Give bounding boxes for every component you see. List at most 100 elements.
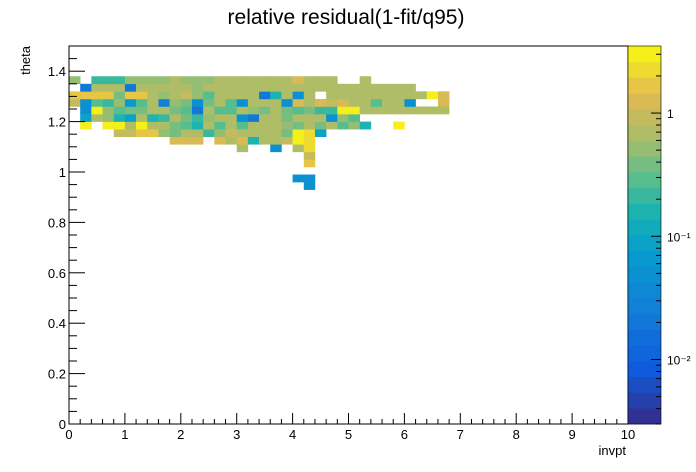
heatmap-cell bbox=[169, 76, 182, 85]
x-axis: 0 1 2 3 4 5 6 7 8 9 10 bbox=[65, 413, 635, 442]
heatmap-cell bbox=[203, 98, 215, 107]
heatmap-cell bbox=[314, 106, 327, 115]
colorbar-band bbox=[628, 282, 661, 299]
heatmap-cell bbox=[91, 83, 103, 92]
heatmap-cell bbox=[437, 106, 450, 115]
heatmap-cell bbox=[203, 76, 215, 85]
heatmap-cell bbox=[292, 98, 305, 107]
heatmap-cell bbox=[404, 91, 416, 100]
heatmap-cell bbox=[124, 114, 137, 122]
heatmap-cell bbox=[270, 76, 282, 85]
heatmap-cell bbox=[124, 106, 137, 115]
colorbar-band bbox=[628, 77, 661, 94]
heatmap-cell bbox=[102, 121, 115, 130]
heatmap-cell bbox=[437, 98, 450, 107]
heatmap-cell bbox=[236, 98, 249, 107]
heatmap-cell bbox=[236, 114, 249, 122]
heatmap-cell bbox=[281, 114, 293, 122]
heatmap-cell bbox=[113, 129, 126, 138]
y-tick-label: 0.2 bbox=[48, 367, 66, 382]
heatmap-cell bbox=[191, 83, 204, 92]
heatmap-cell bbox=[113, 98, 126, 107]
heatmap-cell bbox=[303, 136, 316, 145]
heatmap-cell bbox=[203, 106, 215, 115]
x-tick-label: 5 bbox=[345, 427, 352, 442]
heatmap-cell bbox=[359, 91, 372, 100]
heatmap-cell bbox=[169, 98, 182, 107]
heatmap-cell bbox=[326, 91, 338, 100]
heatmap-cell bbox=[348, 91, 360, 100]
heatmap-cell bbox=[292, 114, 305, 122]
x-axis-label: invpt bbox=[599, 443, 627, 458]
heatmap-cell bbox=[247, 76, 260, 85]
heatmap-cell bbox=[124, 129, 137, 138]
heatmap-cell bbox=[247, 83, 260, 92]
heatmap-cell bbox=[225, 98, 237, 107]
heatmap-cell bbox=[382, 98, 394, 107]
heatmap-cell bbox=[80, 106, 92, 115]
heatmap-cell bbox=[314, 76, 327, 85]
y-tick-label: 0.8 bbox=[48, 215, 66, 230]
heatmap-cell bbox=[136, 114, 148, 122]
heatmap-cell bbox=[203, 91, 215, 100]
heatmap-cell bbox=[348, 98, 360, 107]
heatmap-cell bbox=[80, 98, 92, 107]
colorbar-band bbox=[628, 329, 661, 346]
heatmap-cell bbox=[191, 129, 204, 138]
heatmap-cell bbox=[147, 114, 159, 122]
heatmap-cell bbox=[270, 121, 282, 130]
heatmap-cell bbox=[281, 91, 293, 100]
heatmap-cell bbox=[124, 98, 137, 107]
y-axis: 0 0.2 0.4 0.6 0.8 1 1.2 1.4 bbox=[48, 58, 85, 432]
heatmap-cell bbox=[415, 106, 428, 115]
heatmap-cell bbox=[169, 121, 182, 130]
heatmap-cell bbox=[236, 76, 249, 85]
heatmap-cell bbox=[236, 136, 249, 145]
heatmap-cell bbox=[326, 83, 338, 92]
heatmap-cell bbox=[191, 91, 204, 100]
heatmap-cell bbox=[124, 91, 137, 100]
heatmap-cell bbox=[259, 121, 271, 130]
heatmap-cell bbox=[337, 83, 349, 92]
heatmap-cell bbox=[80, 121, 92, 130]
colorbar-band bbox=[628, 61, 661, 78]
heatmap-cell bbox=[225, 121, 237, 130]
heatmap-cell bbox=[281, 106, 293, 115]
heatmap-cell bbox=[303, 98, 316, 107]
heatmap-cell bbox=[214, 83, 226, 92]
heatmap-cell bbox=[247, 114, 260, 122]
heatmap-cell bbox=[214, 98, 226, 107]
heatmap-cell bbox=[314, 98, 327, 107]
colorbar-tick-label: 10⁻² bbox=[667, 354, 691, 368]
heatmap-cell bbox=[158, 98, 170, 107]
colorbar: 10⁻² 10⁻¹ 1 bbox=[627, 45, 691, 425]
heatmap-cell bbox=[259, 83, 271, 92]
heatmap-cell bbox=[281, 76, 293, 85]
x-tick-label: 1 bbox=[121, 427, 128, 442]
colorbar-tick-label: 10⁻¹ bbox=[667, 230, 691, 244]
heatmap-cell bbox=[180, 76, 193, 85]
colorbar-band bbox=[628, 408, 661, 425]
heatmap-cell bbox=[426, 91, 439, 100]
heatmap-cell bbox=[303, 83, 316, 92]
heatmap-cell bbox=[80, 83, 92, 92]
heatmap-cell bbox=[247, 106, 260, 115]
heatmap-cell bbox=[437, 91, 450, 100]
heatmap-cell bbox=[337, 121, 349, 130]
colorbar-band bbox=[628, 219, 661, 236]
heatmap-cell bbox=[147, 129, 159, 138]
colorbar-band bbox=[628, 345, 661, 362]
heatmap-cell bbox=[292, 91, 305, 100]
heatmap-cell bbox=[124, 76, 137, 85]
heatmap-cell bbox=[236, 91, 249, 100]
heatmap-cell bbox=[314, 129, 327, 138]
heatmap-cell bbox=[80, 91, 92, 100]
colorbar-band bbox=[628, 235, 661, 252]
heatmap-cell bbox=[314, 83, 327, 92]
heatmap-cell bbox=[259, 91, 271, 100]
y-tick-label: 1 bbox=[59, 165, 66, 180]
heatmap-cell bbox=[337, 106, 349, 115]
heatmap-cells bbox=[69, 76, 450, 190]
heatmap-cell bbox=[124, 121, 137, 130]
heatmap-cell bbox=[259, 114, 271, 122]
